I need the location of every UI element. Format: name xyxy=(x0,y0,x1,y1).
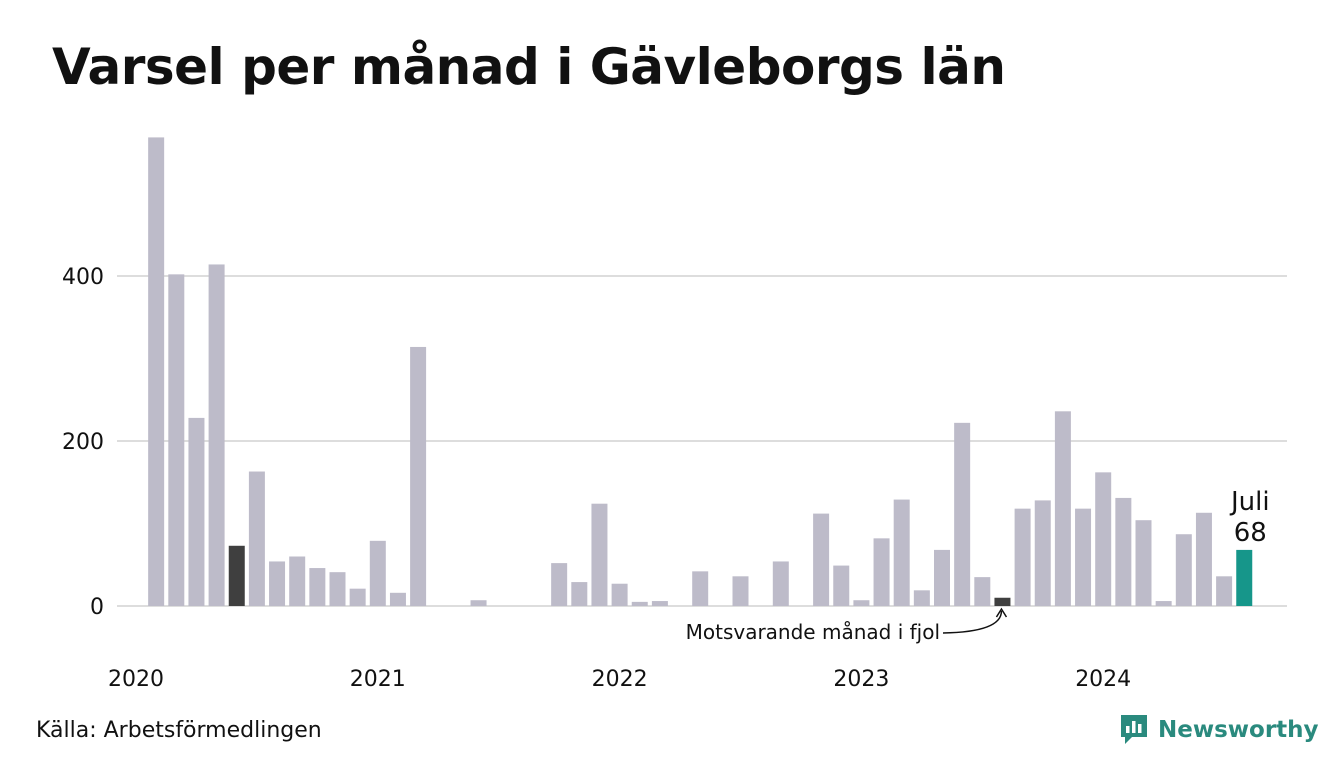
bar-2020-02 xyxy=(148,137,165,606)
bars xyxy=(148,137,1253,606)
bar-2023-12 xyxy=(1075,508,1092,606)
bar-2023-06 xyxy=(954,422,971,606)
x-tick-label: 2021 xyxy=(350,667,406,692)
bar-2022-09 xyxy=(772,561,789,606)
annotation-arrow-line xyxy=(942,610,1003,634)
bar-2024-04 xyxy=(1155,601,1172,606)
bar-2022-07 xyxy=(732,576,749,606)
chart-title: Varsel per månad i Gävleborgs län xyxy=(52,38,1006,96)
annotation-arrow-head xyxy=(995,607,1008,618)
bar-undefined xyxy=(1236,549,1253,606)
bar-2020-09 xyxy=(289,556,306,606)
y-tick-label: 200 xyxy=(62,430,104,455)
bar-2020-03 xyxy=(168,274,185,606)
y-axis-ticks: 0 200 400 xyxy=(62,265,104,620)
bar-2024-06 xyxy=(1195,512,1212,606)
bar-2020-04 xyxy=(188,417,205,606)
x-tick-label: 2020 xyxy=(108,667,164,692)
bar-2021-01 xyxy=(369,540,386,606)
bar-2022-05 xyxy=(692,571,709,606)
bar-2021-10 xyxy=(551,563,568,606)
bar-2022-11 xyxy=(813,513,830,606)
bar-2023-11 xyxy=(1054,411,1071,606)
bar-2020-10 xyxy=(309,568,326,606)
bar-2020-08 xyxy=(269,561,286,606)
bar-2023-05 xyxy=(934,549,950,606)
bar-2020-06 xyxy=(228,545,245,606)
previous-year-annotation: Motsvarande månad i fjol xyxy=(686,620,940,644)
last-bar-value-label: 68 xyxy=(1234,518,1267,548)
bar-2022-12 xyxy=(833,565,850,606)
bar-2022-01 xyxy=(611,583,628,606)
bar-2020-11 xyxy=(329,572,346,606)
last-bar-month-label: Juli xyxy=(1229,487,1270,517)
source-note: Källa: Arbetsförmedlingen xyxy=(36,718,322,743)
bar-2024-07 xyxy=(1216,576,1233,606)
bar-2021-12 xyxy=(591,503,608,606)
bar-2022-03 xyxy=(651,601,668,606)
bar-2023-03 xyxy=(893,499,910,606)
bar-2024-02 xyxy=(1115,497,1132,606)
bar-2023-10 xyxy=(1034,500,1051,606)
x-tick-label: 2024 xyxy=(1075,667,1131,692)
bar-2023-07 xyxy=(974,577,991,606)
x-tick-label: 2023 xyxy=(833,667,889,692)
x-axis-ticks: 2020 2021 2022 2023 2024 xyxy=(108,667,1131,692)
bar-2020-07 xyxy=(248,471,265,606)
bar-2021-02 xyxy=(389,592,406,606)
brand-name: Newsworthy xyxy=(1158,717,1319,743)
bar-2020-12 xyxy=(349,588,366,606)
bar-2024-05 xyxy=(1175,534,1192,606)
bar-2023-09 xyxy=(1014,508,1031,606)
bar-2021-03 xyxy=(410,346,427,606)
bar-2020-05 xyxy=(208,264,225,606)
bar-2023-04 xyxy=(913,590,930,606)
x-tick-label: 2022 xyxy=(592,667,648,692)
bar-2021-11 xyxy=(571,582,588,606)
bar-2023-02 xyxy=(873,538,890,606)
brand-logo: Newsworthy xyxy=(1118,712,1319,748)
bar-2024-03 xyxy=(1135,520,1152,606)
bar-2023-01 xyxy=(853,600,870,606)
bar-2021-06 xyxy=(470,600,487,606)
bar-2022-02 xyxy=(631,601,648,606)
y-tick-label: 400 xyxy=(62,265,104,290)
bar-2023-08 xyxy=(994,597,1011,606)
bar-2024-01 xyxy=(1095,472,1112,606)
newsworthy-icon xyxy=(1121,715,1147,744)
y-tick-label: 0 xyxy=(90,595,104,620)
